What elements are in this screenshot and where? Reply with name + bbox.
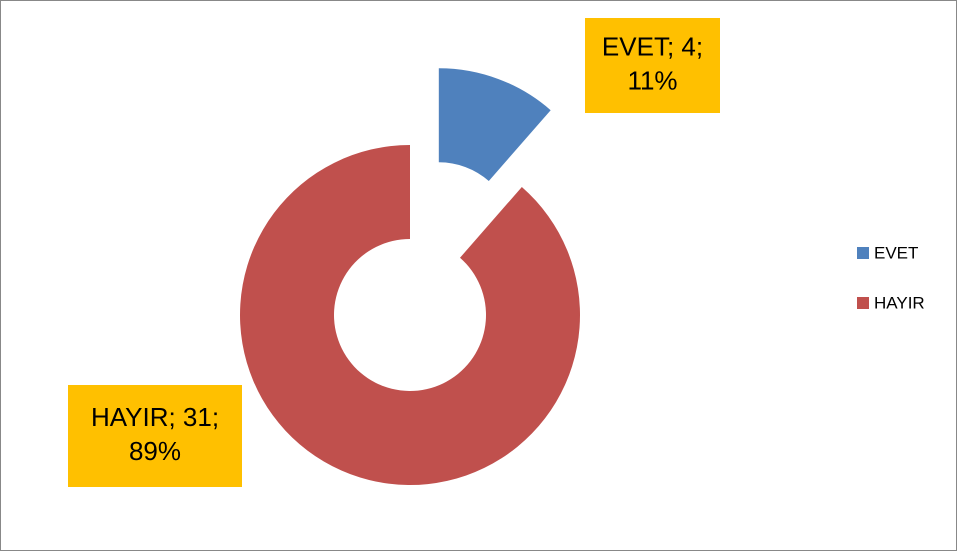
legend-label: EVET [874, 243, 918, 262]
slice [438, 68, 551, 181]
data-label: HAYIR; 31; [91, 402, 219, 432]
legend-swatch [857, 297, 869, 309]
data-label-box [585, 18, 720, 113]
slice [239, 145, 580, 486]
data-label: 89% [129, 436, 181, 466]
data-label: EVET; 4; [602, 31, 703, 61]
data-label: 11% [627, 65, 677, 95]
data-label-box [68, 385, 242, 487]
legend-label: HAYIR [874, 293, 925, 312]
legend-swatch [857, 247, 869, 259]
